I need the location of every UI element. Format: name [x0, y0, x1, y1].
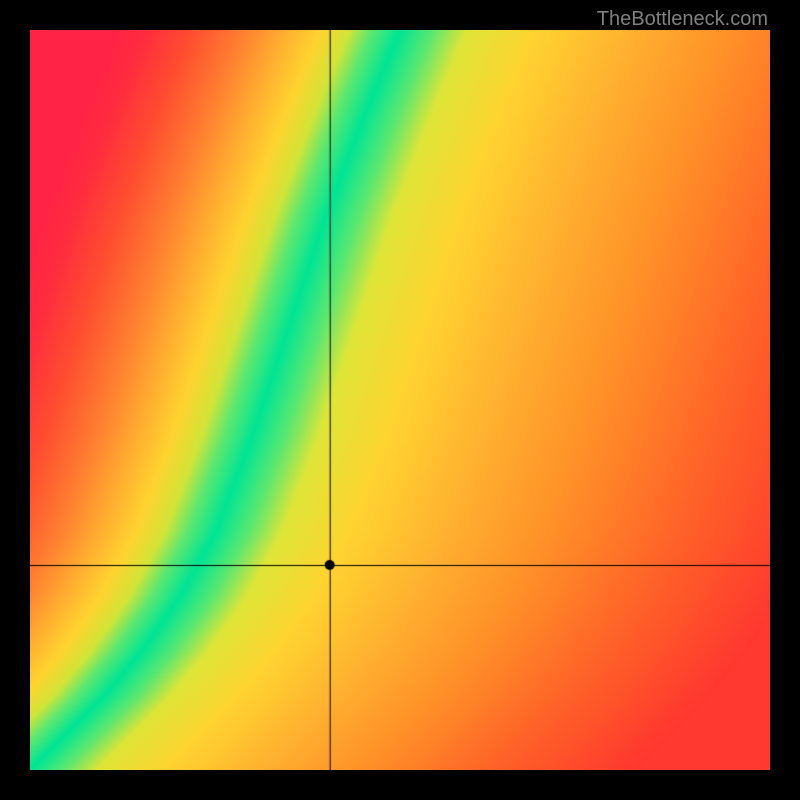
chart-container: TheBottleneck.com	[0, 0, 800, 800]
plot-area	[30, 30, 770, 770]
heatmap-canvas	[30, 30, 770, 770]
watermark-text: TheBottleneck.com	[597, 8, 768, 31]
